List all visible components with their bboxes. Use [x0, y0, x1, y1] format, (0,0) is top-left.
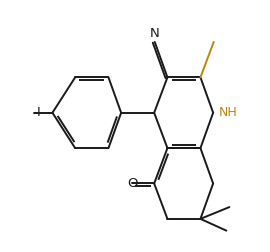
Text: I: I: [36, 106, 40, 119]
Text: NH: NH: [218, 106, 237, 119]
Text: O: O: [127, 177, 137, 190]
Text: N: N: [150, 27, 160, 40]
